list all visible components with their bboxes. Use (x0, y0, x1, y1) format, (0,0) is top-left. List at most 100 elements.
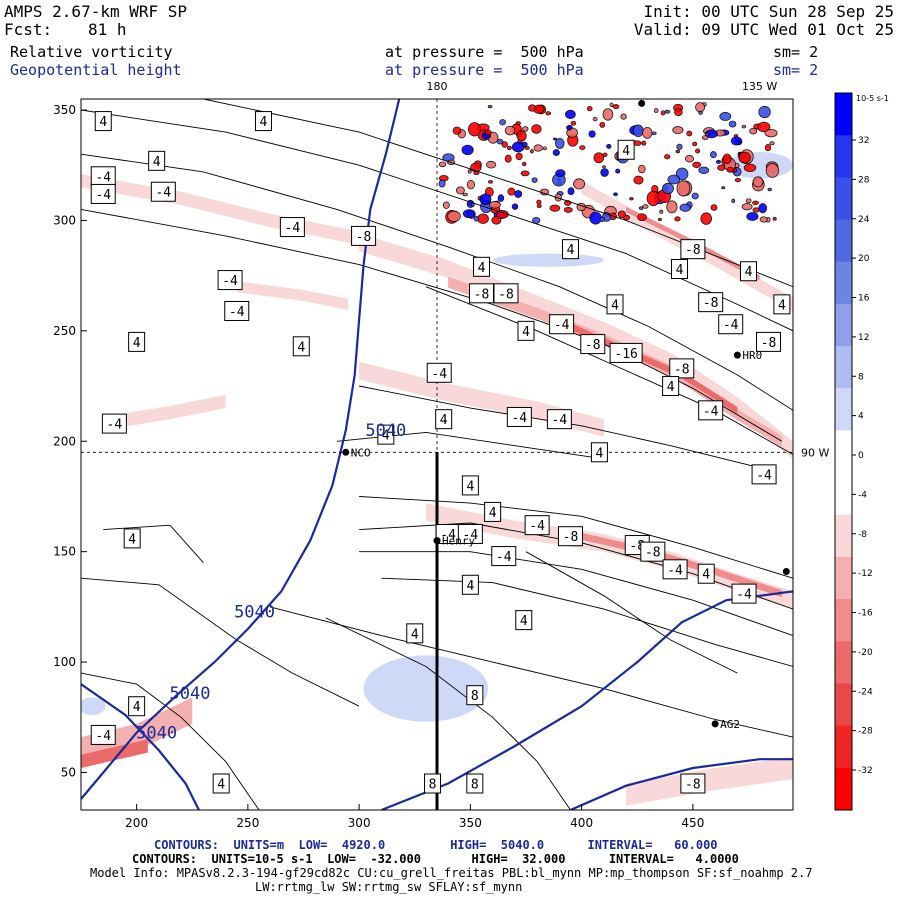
height-contour-info: CONTOURS: UNITS=m LOW= 4920.0 HIGH= 5040… (154, 838, 718, 852)
pressure-level-1: at pressure = 500 hPa (385, 43, 584, 61)
vorticity-label-box (484, 501, 502, 522)
vorticity-cell (692, 141, 698, 147)
vorticity-label-text: 4 (466, 479, 474, 494)
vorticity-label-box (457, 523, 483, 544)
vorticity-cell (520, 170, 530, 177)
lon-label-180: 180 (427, 80, 448, 93)
vorticity-label-text: 4 (520, 614, 528, 629)
vorticity-cell (514, 190, 523, 198)
vorticity-cell (438, 179, 446, 188)
vorticity-cell (710, 204, 718, 211)
vorticity-cell (501, 141, 508, 148)
vorticity-cell (462, 209, 476, 219)
vorticity-cell (660, 110, 666, 116)
vorticity-label-box (680, 773, 706, 794)
vorticity-cell (570, 120, 577, 126)
vorticity-label: 4 (562, 239, 579, 260)
vorticity-label-box (279, 217, 305, 238)
vorticity-cell (726, 166, 735, 173)
vorticity-label-text: -4 (756, 468, 772, 483)
y-tick-label: 250 (53, 324, 76, 338)
vorticity-cell (573, 178, 586, 190)
pressure-level-2: at pressure = 500 hPa (385, 61, 584, 79)
vorticity-label-box (671, 259, 689, 280)
vorticity-label-text: -8 (685, 243, 701, 258)
vorticity-cell (641, 140, 647, 146)
vorticity-label: -4 (718, 314, 744, 335)
vorticity-cell (488, 201, 501, 209)
vorticity-label-box (751, 464, 777, 485)
vorticity-contour-line (381, 577, 793, 667)
smoothing-1: sm= 2 (773, 43, 819, 61)
vorticity-cell (764, 143, 772, 152)
vorticity-cell (642, 126, 653, 139)
vorticity-band (359, 233, 793, 459)
colorbar-segment (835, 641, 852, 684)
height-contour-line (81, 683, 200, 810)
vorticity-label-text: -8 (761, 336, 777, 351)
vorticity-label: -4 (524, 515, 550, 536)
vorticity-contour-line (425, 286, 793, 455)
colorbar-tick-label: 32 (858, 136, 869, 146)
vorticity-cell (600, 168, 609, 177)
vorticity-cell (657, 217, 662, 222)
vorticity-contour-line (269, 606, 793, 738)
vorticity-label-box (680, 239, 706, 260)
vorticity-cell (529, 149, 534, 154)
vorticity-label-text: 4 (440, 413, 448, 428)
vorticity-cell (767, 187, 772, 192)
vorticity-contour-line (525, 551, 738, 674)
vorticity-cell (617, 210, 627, 219)
colorbar-tick-label: -4 (858, 490, 867, 500)
vorticity-cell (531, 124, 542, 134)
vorticity-cell (743, 163, 757, 172)
vorticity-cell (609, 102, 614, 108)
vorticity-cell (637, 213, 647, 222)
colorbar-segment (835, 346, 852, 389)
vorticity-cell (511, 203, 519, 210)
vorticity-label: -8 (756, 331, 782, 352)
height-contour-line (380, 590, 793, 810)
vorticity-cell (484, 129, 492, 136)
vorticity-cell (664, 154, 671, 160)
station-name: NCO (351, 446, 371, 459)
colorbar-segment (835, 556, 852, 600)
vorticity-label-box (466, 773, 484, 794)
vorticity-label-box (662, 376, 680, 397)
vorticity-cell (757, 121, 771, 133)
vorticity-label-box (461, 475, 479, 496)
vorticity-contour-info: CONTOURS: UNITS=10-5 s-1 LOW= -32.000 HI… (132, 852, 739, 866)
colorbar-tick-label: 16 (858, 294, 870, 304)
field-name-height: Geopotential height (10, 61, 182, 79)
vorticity-cell (772, 216, 777, 221)
vorticity-cell (676, 143, 683, 150)
vorticity-cell (566, 125, 573, 130)
vorticity-label: 4 (94, 111, 112, 132)
vorticity-label: -4 (90, 724, 116, 745)
vorticity-label: -8 (351, 225, 377, 246)
vorticity-label-box (491, 546, 517, 567)
vorticity-contour-line (103, 524, 204, 563)
vorticity-cell (533, 144, 543, 152)
colorbar-segment (835, 303, 852, 347)
vorticity-cell (698, 110, 703, 115)
vorticity-cell (488, 180, 493, 184)
vorticity-label-box (698, 292, 724, 313)
vorticity-label: -4 (217, 270, 243, 291)
vorticity-label-box (150, 181, 176, 202)
vorticity-label-text: 8 (471, 689, 479, 704)
vorticity-label-text: -8 (563, 530, 579, 545)
vorticity-label-text: 8 (429, 778, 437, 793)
vorticity-cell (447, 210, 461, 222)
vorticity-cell (653, 107, 659, 114)
height-contour-label: 5040 (234, 602, 275, 622)
vorticity-label-text: 8 (471, 778, 479, 793)
vorticity-label: 4 (697, 563, 715, 584)
vorticity-cell (745, 198, 752, 204)
vorticity-cell (521, 161, 527, 167)
model-title: AMPS 2.67-km WRF SP (4, 2, 188, 21)
vorticity-cell (586, 105, 593, 112)
vorticity-contour-line (325, 617, 571, 810)
vorticity-cell (666, 200, 678, 214)
vorticity-cell (741, 203, 753, 211)
